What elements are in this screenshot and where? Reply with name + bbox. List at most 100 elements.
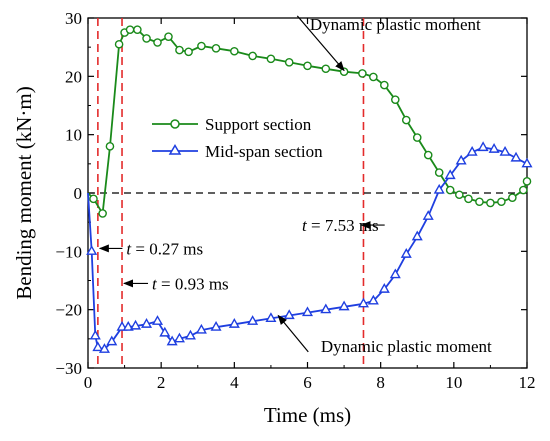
series-0-point: [486, 198, 495, 208]
series-0-point: [412, 133, 422, 142]
series-0-point: [303, 61, 312, 71]
series-0-point: [497, 197, 506, 207]
x-tick-label-4: 8: [376, 373, 385, 392]
series-1-point: [159, 326, 171, 337]
series-0-point: [455, 190, 464, 200]
x-tick-label-5: 10: [445, 373, 462, 392]
series-0-point: [522, 177, 532, 186]
series-1-point: [510, 151, 522, 162]
series-1-point: [92, 341, 104, 352]
series-1-point: [141, 318, 153, 328]
series-1-point: [338, 300, 350, 311]
x-axis-title: Time (ms): [264, 403, 351, 427]
legend: Support section Mid-span section: [152, 115, 323, 161]
series-0-point: [105, 142, 115, 151]
annotation-t2: t = 0.93 ms: [123, 274, 229, 293]
series-1-point: [86, 245, 98, 255]
y-axis-title: Bending moment (kN·m): [12, 86, 36, 299]
series-1-point: [357, 297, 369, 308]
annotation-value-t2: = 0.93 ms: [157, 274, 229, 293]
series-0-point: [211, 44, 221, 53]
y-tick-label-4: 10: [65, 126, 82, 145]
annotation-var-t2: t: [152, 274, 158, 293]
annotation-arrow-dpm_bottom: [277, 314, 309, 353]
series-0-point: [401, 115, 411, 125]
series-1-point: [301, 306, 314, 317]
series-1-point: [477, 141, 489, 152]
series-1-point: [195, 323, 207, 334]
series-0-point: [390, 95, 400, 104]
x-tick-label-3: 6: [303, 373, 312, 392]
series-1-point: [411, 230, 423, 241]
series-1-point: [106, 335, 118, 346]
x-tick-label-1: 2: [157, 373, 166, 392]
annotation-text-t2: t = 0.93 ms: [152, 274, 229, 293]
annotation-var-t1: t: [126, 239, 132, 258]
series-1-point: [228, 318, 240, 328]
series-1-point: [422, 210, 434, 220]
series-0-point: [184, 47, 193, 57]
y-tick-label-3: 0: [74, 184, 83, 203]
series-1-point: [521, 157, 533, 168]
series-1-point: [400, 248, 412, 258]
series-1-point: [166, 335, 178, 346]
series-0-point: [339, 67, 349, 76]
series-0-point: [475, 197, 484, 207]
annotation-text-t3: t = 7.53 ms: [302, 216, 379, 235]
series-0-point: [321, 64, 331, 74]
series-0-point: [445, 185, 455, 195]
series-1-point: [367, 294, 379, 305]
series-1-point: [466, 145, 478, 156]
series-0-point: [519, 185, 528, 195]
series-layer: [86, 25, 533, 353]
series-1-point: [455, 154, 467, 165]
annotation-value-t3: = 7.53 ms: [307, 216, 379, 235]
axis-ticks: 0 2 4 6 8 10 12 −30 −20 −10 0 10 20 30: [55, 9, 535, 392]
series-0-point: [248, 51, 257, 61]
series-0-point: [358, 69, 367, 78]
series-0-point: [434, 168, 444, 177]
y-tick-label-1: −20: [55, 301, 82, 320]
series-1-point: [210, 320, 222, 331]
legend-label-support: Support section: [205, 115, 312, 134]
series-1-point: [444, 169, 456, 180]
series-1-point: [89, 329, 101, 340]
series-0-point: [197, 41, 206, 51]
series-0-point: [508, 193, 517, 202]
legend-label-midspan: Mid-span section: [205, 142, 323, 161]
series-0-point: [153, 38, 162, 47]
series-1-point: [98, 343, 110, 353]
annotation-text-dpm_top: Dynamic plastic moment: [310, 15, 481, 34]
series-1-point: [184, 329, 196, 340]
annotation-text-t1: t = 0.27 ms: [126, 239, 203, 258]
series-1-point: [122, 320, 134, 331]
series-0-point: [125, 25, 135, 34]
series-1-point: [499, 145, 511, 156]
series-1-point: [320, 303, 332, 314]
y-tick-label-2: −10: [55, 242, 82, 261]
series-0-point: [266, 54, 276, 64]
series-0-point: [89, 194, 98, 204]
series-1-point: [488, 143, 500, 153]
series-0-point: [98, 209, 107, 218]
annotation-t1: t = 0.27 ms: [98, 239, 203, 258]
series-1-point: [378, 283, 390, 293]
y-tick-label-6: 30: [65, 9, 82, 28]
annotation-var-t3: t: [302, 216, 308, 235]
series-0: [87, 25, 532, 218]
series-0-point: [464, 194, 473, 204]
annotation-arrow-dpm_top: [296, 15, 345, 72]
x-tick-label-0: 0: [84, 373, 93, 392]
annotation-dpm_top: Dynamic plastic moment: [296, 15, 481, 72]
annotation-dpm_bottom: Dynamic plastic moment: [277, 314, 492, 356]
y-tick-label-0: −30: [55, 359, 82, 378]
series-1-point: [116, 320, 128, 331]
series-0-point: [230, 46, 239, 56]
series-0-point: [423, 150, 433, 160]
x-tick-label-6: 12: [519, 373, 536, 392]
series-0-point: [369, 72, 378, 82]
y-tick-label-5: 20: [65, 67, 82, 86]
annotations-layer: Dynamic plastic moment Dynamic plastic mo…: [98, 15, 492, 356]
annotation-text-dpm_bottom: Dynamic plastic moment: [321, 337, 492, 356]
